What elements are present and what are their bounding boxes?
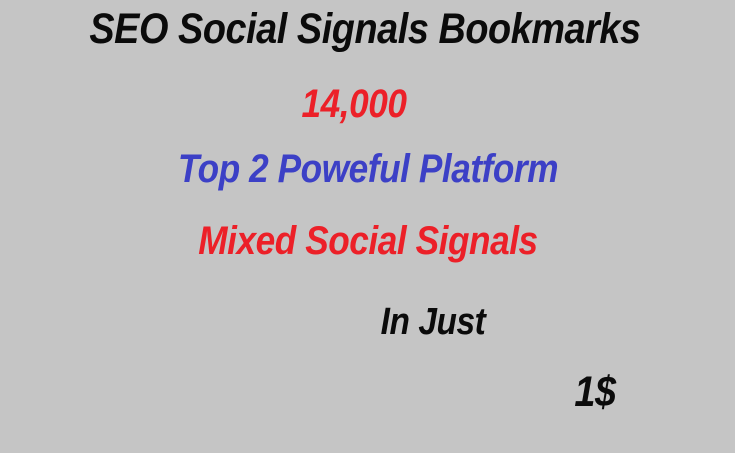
banner-platform-line: Top 2 Poweful Platform (177, 147, 559, 191)
banner-signals-line: Mixed Social Signals (198, 219, 538, 263)
banner-quantity: 14,000 (301, 82, 407, 126)
banner-price-intro: In Just (380, 301, 486, 343)
banner-headline: SEO Social Signals Bookmarks (89, 5, 641, 53)
banner-price: 1$ (574, 368, 616, 416)
